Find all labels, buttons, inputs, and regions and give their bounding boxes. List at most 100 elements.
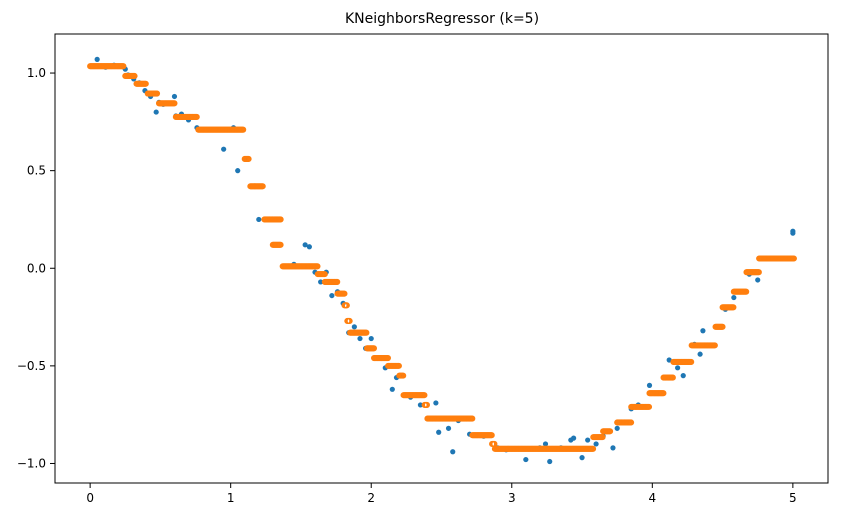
x-tick-label: 3 <box>508 491 516 505</box>
y-tick-label: −1.0 <box>17 456 46 470</box>
prediction-point <box>645 403 653 410</box>
prediction-step <box>491 445 597 452</box>
prediction-step <box>646 390 667 397</box>
prediction-point <box>341 290 348 297</box>
prediction-step <box>370 355 392 362</box>
data-point <box>417 402 424 408</box>
data-point <box>579 455 585 461</box>
prediction-point <box>343 302 350 309</box>
data-point <box>436 429 442 435</box>
prediction-step <box>614 419 635 426</box>
prediction-point <box>131 72 138 80</box>
prediction-step <box>424 415 476 422</box>
data-point <box>351 324 357 330</box>
prediction-step <box>421 401 431 408</box>
prediction-point <box>469 415 476 422</box>
data-point <box>547 458 553 465</box>
prediction-point <box>346 317 353 325</box>
data-point <box>680 373 686 379</box>
prediction-point <box>314 263 321 270</box>
data-point <box>585 437 591 443</box>
prediction-step <box>400 392 428 399</box>
prediction-point <box>669 374 676 381</box>
prediction-point <box>628 419 635 426</box>
prediction-point <box>277 216 284 223</box>
prediction-point <box>153 90 161 97</box>
prediction-point <box>730 304 737 311</box>
prediction-step <box>314 271 328 278</box>
prediction-point <box>277 241 284 248</box>
prediction-point <box>245 155 252 162</box>
prediction-point <box>395 362 402 369</box>
prediction-step <box>743 269 762 276</box>
data-point <box>523 456 529 463</box>
data-point <box>675 365 681 371</box>
prediction-step <box>144 90 161 97</box>
data-point <box>450 449 456 455</box>
prediction-step <box>269 241 284 248</box>
data-point <box>571 435 577 441</box>
prediction-point <box>711 342 718 349</box>
axes-layer: 0 1 2 3 4 5 1.0 0.5 0.0 −0.5 −1.0 <box>17 66 797 505</box>
data-point <box>302 242 308 248</box>
prediction-point <box>259 183 266 190</box>
prediction-step <box>195 126 247 133</box>
prediction-point <box>599 434 606 441</box>
plot-frame <box>54 33 829 484</box>
data-point <box>700 328 706 334</box>
data-point <box>755 277 761 283</box>
y-tick-label: 0.0 <box>27 261 46 275</box>
x-tick-label: 4 <box>648 491 656 505</box>
prediction-step <box>87 63 127 70</box>
prediction-step <box>600 428 614 435</box>
chart-title: KNeighborsRegressor (k=5) <box>345 11 539 27</box>
prediction-point <box>363 329 370 336</box>
data-point <box>610 445 616 451</box>
prediction-point <box>120 63 127 70</box>
data-point <box>433 400 439 406</box>
x-tick-label: 2 <box>367 491 375 505</box>
prediction-point <box>142 80 149 87</box>
prediction-point <box>421 392 428 399</box>
data-point <box>94 56 100 62</box>
prediction-point <box>171 100 178 107</box>
prediction-step <box>590 434 606 441</box>
data-point <box>329 292 335 299</box>
prediction-point <box>423 401 431 408</box>
prediction-step <box>469 432 495 439</box>
data-point <box>256 216 262 223</box>
prediction-step <box>155 100 178 107</box>
prediction-point <box>321 271 328 278</box>
prediction-step <box>247 183 266 190</box>
data-point <box>153 109 159 115</box>
prediction-step <box>122 72 138 80</box>
prediction-step <box>279 263 321 270</box>
data-point <box>445 425 452 431</box>
data-point <box>731 294 737 301</box>
y-tick-label: 1.0 <box>27 66 46 80</box>
data-point <box>389 386 395 392</box>
data-point <box>306 244 312 250</box>
prediction-point <box>790 255 797 262</box>
prediction-step <box>756 255 797 262</box>
data-point <box>318 279 324 285</box>
data-point <box>235 168 241 174</box>
data-point <box>357 335 363 342</box>
prediction-step <box>670 358 695 366</box>
prediction-point <box>193 113 200 121</box>
prediction-point <box>755 269 762 276</box>
prediction-step <box>172 113 200 121</box>
prediction-step <box>347 329 370 336</box>
data-point <box>697 351 703 357</box>
prediction-step <box>241 155 252 162</box>
prediction-point <box>590 445 597 452</box>
prediction-point <box>660 390 667 397</box>
x-tick-label: 1 <box>227 491 235 505</box>
prediction-point <box>240 126 247 133</box>
prediction-step <box>730 288 750 295</box>
data-point <box>171 93 178 100</box>
data-point <box>790 230 796 236</box>
prediction-step <box>385 362 402 369</box>
y-tick-label: 0.5 <box>27 164 46 178</box>
